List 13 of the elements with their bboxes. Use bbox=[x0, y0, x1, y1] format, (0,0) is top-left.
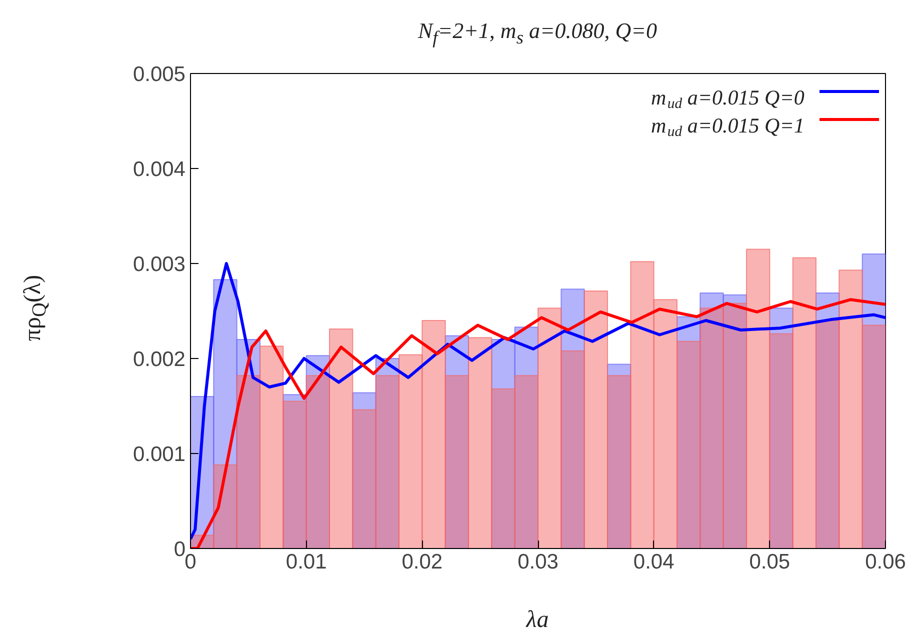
x-tick-label: 0.04 bbox=[633, 550, 675, 574]
y-tick-label: 0.003 bbox=[132, 253, 186, 276]
x-tick-label: 0.01 bbox=[286, 550, 327, 574]
y-tick-label: 0.002 bbox=[132, 348, 186, 371]
x-tick-label: 0.06 bbox=[865, 550, 906, 574]
x-tick-label: 0.03 bbox=[518, 550, 558, 574]
x-tick-label: 0.02 bbox=[402, 550, 443, 574]
y-tick-label: 0.004 bbox=[132, 158, 186, 181]
x-axis-title: λa bbox=[524, 606, 550, 635]
y-tick-label: 0.005 bbox=[132, 63, 186, 86]
x-tick-label: 0.05 bbox=[749, 550, 790, 574]
chart-title: N$_{f}$=2+1, m$_{s}$ a=0.080, Q=0 bbox=[416, 17, 658, 50]
y-tick-label: 0.001 bbox=[132, 443, 186, 466]
